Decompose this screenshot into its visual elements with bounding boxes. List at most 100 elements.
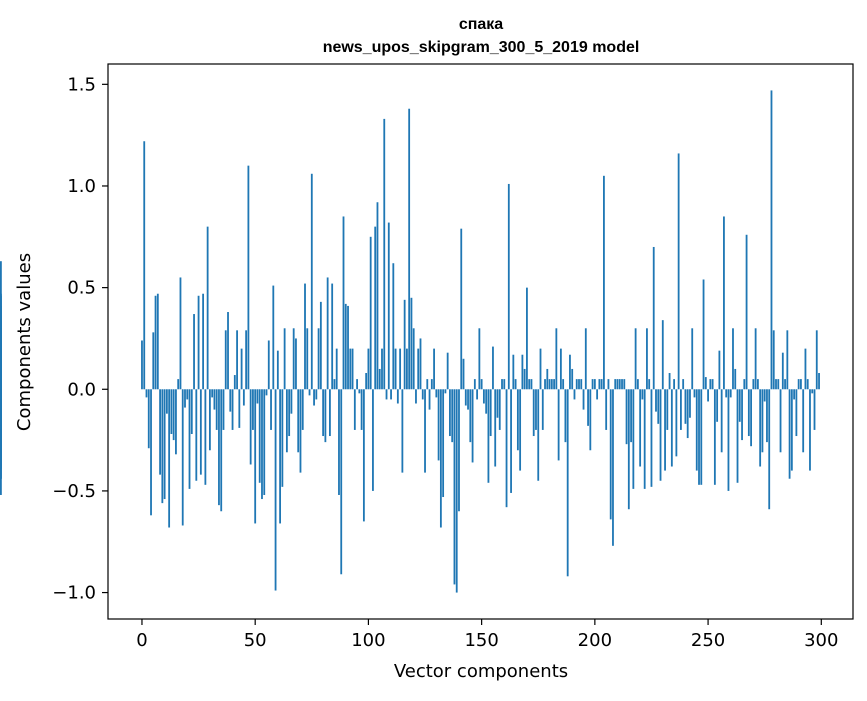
bar: [247, 165, 250, 390]
bar: [720, 389, 723, 453]
bar: [580, 379, 583, 390]
bar: [197, 295, 200, 390]
bar: [627, 389, 630, 510]
bar: [381, 348, 383, 390]
bar: [376, 202, 379, 390]
bar: [503, 379, 506, 390]
bar: [295, 338, 297, 390]
bar: [650, 389, 653, 487]
bar: [695, 389, 698, 471]
bar: [367, 348, 370, 390]
bar: [815, 330, 818, 390]
bar: [800, 379, 802, 390]
bar: [770, 90, 773, 390]
bars-group: [0, 90, 820, 593]
bar: [319, 301, 322, 390]
bar: [0, 379, 2, 390]
bar: [487, 389, 490, 483]
bar: [292, 328, 295, 390]
bar: [539, 348, 542, 390]
bar: [616, 379, 619, 390]
bar: [668, 373, 671, 390]
bar: [756, 379, 759, 390]
bar: [222, 389, 225, 430]
bar: [478, 328, 481, 390]
bar: [725, 389, 728, 398]
bar: [442, 389, 445, 498]
bar: [143, 141, 146, 390]
bar: [165, 389, 168, 414]
bar: [267, 340, 270, 390]
bar: [238, 389, 241, 428]
bar: [795, 389, 798, 437]
bar: [417, 348, 420, 390]
bar: [394, 348, 397, 390]
bar: [344, 303, 347, 390]
bar: [718, 350, 721, 390]
bar: [159, 389, 161, 475]
y-tick-label: 0.5: [67, 278, 96, 299]
bar: [385, 389, 388, 400]
bar: [329, 389, 331, 437]
bar: [571, 368, 574, 390]
bar: [464, 389, 467, 406]
bar: [184, 389, 186, 408]
bar: [603, 175, 605, 390]
bar: [492, 346, 494, 390]
x-tick-label: 250: [691, 630, 725, 651]
bar: [605, 389, 608, 430]
bar: [716, 389, 719, 422]
bar: [333, 379, 336, 390]
bar: [557, 389, 560, 461]
bar: [272, 285, 275, 390]
bar: [172, 389, 175, 441]
bar: [673, 379, 676, 390]
bar: [682, 379, 685, 390]
bar: [612, 389, 614, 546]
bar: [430, 379, 433, 390]
bar: [596, 389, 599, 400]
bar: [639, 389, 642, 467]
bar: [415, 389, 417, 404]
y-tick-label: 1.5: [67, 74, 96, 95]
bar: [186, 389, 189, 400]
bar: [550, 379, 553, 390]
bar: [224, 330, 227, 390]
bar: [428, 389, 431, 410]
bar: [301, 389, 304, 430]
bar: [480, 379, 483, 390]
bar: [0, 348, 2, 390]
bar: [288, 389, 291, 437]
bar: [353, 389, 356, 430]
bar: [775, 379, 777, 390]
bar: [537, 389, 540, 481]
bar: [181, 389, 184, 526]
bar: [519, 389, 522, 471]
bar: [170, 389, 173, 434]
bar: [643, 389, 646, 489]
bar: [562, 379, 565, 390]
bar: [419, 338, 422, 390]
bar: [732, 328, 734, 390]
bar: [315, 389, 318, 400]
bar: [652, 246, 655, 390]
bar: [806, 379, 809, 390]
bar: [528, 379, 531, 390]
bar: [190, 389, 193, 434]
bar: [227, 312, 229, 390]
bar: [598, 379, 601, 390]
bar: [218, 389, 220, 506]
bar: [636, 379, 639, 390]
bar: [641, 389, 644, 400]
bar: [589, 389, 592, 451]
bar: [421, 389, 424, 400]
bar: [729, 389, 732, 398]
bar: [482, 389, 485, 404]
bar: [213, 389, 216, 410]
bar: [215, 389, 218, 430]
bar: [374, 226, 377, 390]
bar: [600, 379, 603, 390]
bar: [675, 389, 678, 457]
